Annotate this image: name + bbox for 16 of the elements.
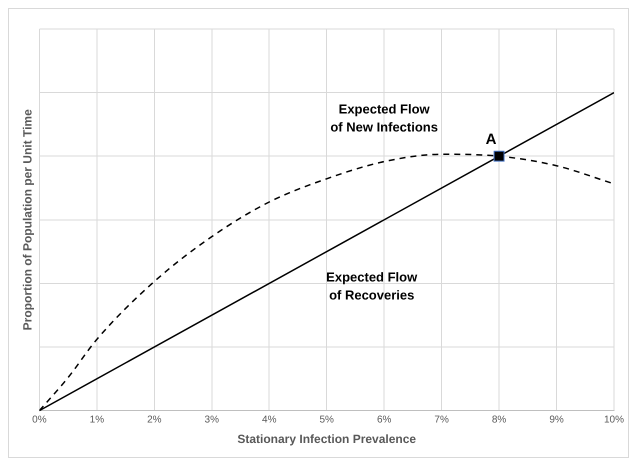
x-tick-label: 4% bbox=[262, 414, 277, 426]
x-tick-label: 9% bbox=[549, 414, 564, 426]
series-label: A bbox=[486, 131, 497, 148]
series-label: Expected Flow of New Infections bbox=[330, 102, 438, 135]
x-tick-label: 1% bbox=[90, 414, 104, 426]
x-tick-label: 7% bbox=[434, 414, 449, 426]
x-tick-label: 0% bbox=[32, 414, 47, 426]
x-tick-label: 2% bbox=[147, 414, 162, 426]
y-axis-title: Proportion of Population per Unit Time bbox=[20, 108, 35, 330]
x-tick-label: 3% bbox=[204, 414, 220, 426]
x-tick-label: 5% bbox=[319, 414, 334, 426]
x-axis-title: Stationary Infection Prevalence bbox=[237, 432, 416, 446]
x-tick-label: 10% bbox=[604, 414, 624, 426]
x-tick-label: 6% bbox=[376, 414, 392, 426]
series-label: Expected Flow of Recoveries bbox=[326, 270, 418, 303]
x-tick-label: 8% bbox=[492, 414, 506, 426]
